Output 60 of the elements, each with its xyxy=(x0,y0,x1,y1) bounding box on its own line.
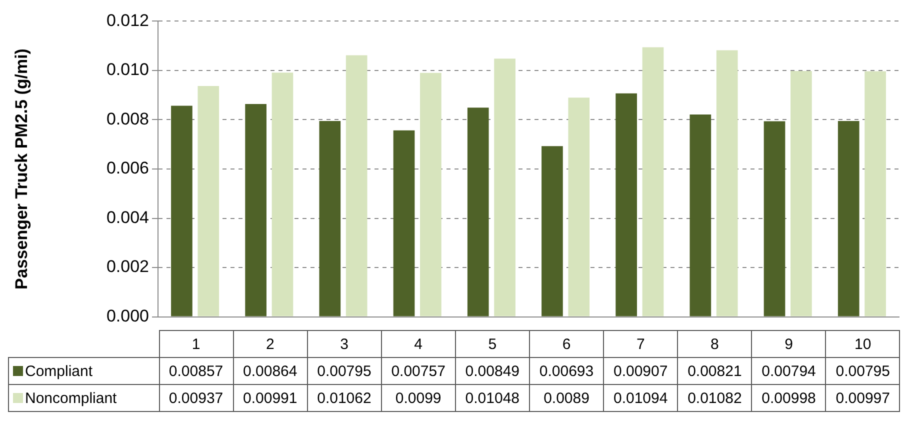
data-label: 0.00693 xyxy=(529,358,604,384)
bar xyxy=(716,50,738,316)
y-tick-label: 0.000 xyxy=(106,306,149,326)
data-label: 0.00864 xyxy=(233,358,308,384)
data-label: 0.00795 xyxy=(307,358,382,384)
bar xyxy=(393,130,415,316)
x-tick-label: 4 xyxy=(381,330,456,358)
bar xyxy=(568,98,590,316)
data-label: 0.01082 xyxy=(678,384,752,412)
bar xyxy=(319,120,341,316)
bar xyxy=(245,104,266,316)
bar xyxy=(467,108,489,316)
bar xyxy=(171,106,192,316)
legend-label: Noncompliant xyxy=(25,390,117,406)
y-tick-label: 0.008 xyxy=(106,109,149,128)
x-tick-label: 9 xyxy=(752,330,826,358)
y-axis-title: Passenger Truck PM2.5 (g/mi) xyxy=(12,48,31,290)
bar xyxy=(790,70,812,316)
bar xyxy=(494,58,516,316)
x-tick-label: 7 xyxy=(604,330,678,358)
data-label: 0.00857 xyxy=(159,358,234,384)
x-tick-label: 2 xyxy=(233,330,308,358)
data-label: 0.00998 xyxy=(752,384,826,412)
x-tick-label: 1 xyxy=(159,330,234,358)
y-tick-label: 0.012 xyxy=(106,10,149,30)
bar xyxy=(690,114,712,316)
data-label: 0.00795 xyxy=(826,358,900,384)
bar xyxy=(864,71,886,316)
data-label: 0.00821 xyxy=(678,358,752,384)
data-label: 0.01062 xyxy=(307,384,382,412)
legend-label: Compliant xyxy=(25,362,93,380)
bar xyxy=(838,120,860,316)
bar xyxy=(764,121,786,316)
bar xyxy=(542,146,563,316)
data-label: 0.0099 xyxy=(381,384,456,412)
y-tick-label: 0.004 xyxy=(106,208,149,227)
bar xyxy=(420,72,442,316)
data-label: 0.00757 xyxy=(381,358,456,384)
bar xyxy=(616,93,637,316)
data-label: 0.01048 xyxy=(455,384,530,412)
y-tick-label: 0.010 xyxy=(106,60,149,80)
data-label: 0.00937 xyxy=(159,384,234,412)
data-label: 0.00907 xyxy=(604,358,678,384)
x-tick-label: 6 xyxy=(529,330,604,358)
bar xyxy=(346,55,368,316)
data-label: 0.00997 xyxy=(826,384,900,412)
bar xyxy=(272,72,294,316)
y-tick-label: 0.002 xyxy=(106,257,149,276)
x-tick-label: 10 xyxy=(826,330,900,358)
data-label: 0.0089 xyxy=(529,384,604,412)
data-label: 0.00849 xyxy=(455,358,530,384)
bar xyxy=(642,47,664,316)
data-label: 0.00794 xyxy=(752,358,826,384)
y-tick-label: 0.006 xyxy=(106,158,149,178)
x-tick-label: 3 xyxy=(307,330,382,358)
data-label: 0.01094 xyxy=(604,384,678,412)
x-tick-label: 5 xyxy=(455,330,530,358)
x-tick-label: 8 xyxy=(678,330,752,358)
bar xyxy=(198,86,220,316)
data-label: 0.00991 xyxy=(233,384,308,412)
